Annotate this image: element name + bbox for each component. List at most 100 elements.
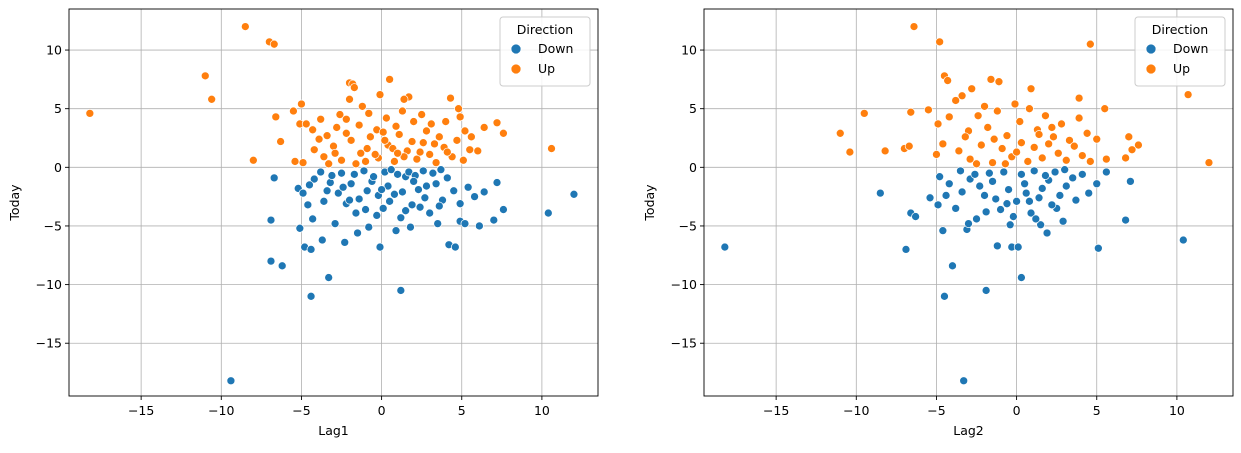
chart-1-point-down xyxy=(499,205,508,214)
chart-2-point-down xyxy=(1060,165,1070,175)
chart-1-point-up xyxy=(441,117,451,126)
chart-2-point-up xyxy=(967,84,977,94)
chart-1-point-up xyxy=(412,154,422,164)
chart-2-point-up xyxy=(859,109,869,118)
chart-1-y-tick-label: 10 xyxy=(46,43,62,58)
chart-2-point-down xyxy=(1178,235,1188,245)
chart-1-point-up xyxy=(207,94,217,104)
chart-2-point-down xyxy=(938,226,948,235)
chart-1-point-up xyxy=(454,104,463,114)
chart-1-point-down xyxy=(369,172,378,182)
chart-2-point-down xyxy=(981,207,991,217)
chart-2-point-up xyxy=(880,146,890,156)
chart-2-point-up xyxy=(835,128,845,138)
chart-2: −15 −10 −5 0 5 10 −15 −10 −5 0 5 10 Lag2 Today Directi… xyxy=(642,8,1234,438)
chart-2-point-down xyxy=(1002,199,1012,209)
chart-1-x-tick-label: 5 xyxy=(458,403,466,418)
chart-1-point-down xyxy=(325,178,335,187)
chart-1-legend-label-down: Down xyxy=(538,41,573,56)
chart-1-x-tick-label: 0 xyxy=(378,403,386,418)
chart-2-point-up xyxy=(944,112,954,122)
chart-2-x-axis-label: Lag2 xyxy=(953,423,984,438)
chart-2-point-up xyxy=(1065,136,1074,145)
chart-2-point-down xyxy=(1036,220,1045,230)
chart-2-point-down xyxy=(935,172,945,182)
chart-2-point-up xyxy=(1034,130,1044,139)
chart-2-point-up xyxy=(1041,111,1050,121)
chart-2-point-up xyxy=(933,119,943,129)
chart-1-point-down xyxy=(266,215,276,225)
chart-1-point-down xyxy=(359,166,369,176)
chart-1-point-down xyxy=(543,208,553,218)
chart-1-point-down xyxy=(433,219,443,228)
chart-1-point-down xyxy=(401,206,410,216)
chart-2-y-tick-label: −5 xyxy=(679,218,697,233)
chart-1-point-up xyxy=(452,136,462,145)
chart-1-point-up xyxy=(298,158,308,167)
chart-1-point-down xyxy=(463,182,473,192)
chart-1-point-up xyxy=(434,132,444,142)
chart-2-point-up xyxy=(1057,119,1066,129)
chart-1-point-down xyxy=(442,173,452,183)
chart-2-point-down xyxy=(980,191,989,200)
chart-2-point-up xyxy=(1001,159,1010,169)
chart-2-point-up xyxy=(1085,39,1095,49)
chart-1-point-up xyxy=(358,101,367,111)
chart-1-y-tick-label: −15 xyxy=(36,336,62,351)
chart-1-point-down xyxy=(450,242,460,252)
chart-1-x-axis-label: Lag1 xyxy=(318,423,349,438)
chart-2-point-down xyxy=(941,191,951,200)
chart-1-point-down xyxy=(338,182,348,192)
chart-2-point-down xyxy=(911,212,920,221)
chart-2-x-tick-label: 0 xyxy=(1013,403,1021,418)
chart-2-point-down xyxy=(1026,208,1036,218)
chart-1-point-up xyxy=(409,117,418,126)
chart-2-point-up xyxy=(1026,84,1036,94)
chart-2-point-up xyxy=(1015,117,1025,126)
chart-1-point-up xyxy=(337,155,346,165)
chart-2-point-down xyxy=(1077,170,1087,179)
chart-1-point-down xyxy=(319,196,329,206)
chart-2-point-down xyxy=(875,188,885,198)
chart-2-point-up xyxy=(960,132,970,142)
chart-2-point-down xyxy=(975,181,985,191)
chart-2-point-up xyxy=(1037,153,1047,163)
chart-2-point-down xyxy=(1093,243,1103,253)
chart-2-point-up xyxy=(1183,90,1193,99)
chart-2-point-down xyxy=(1050,167,1060,177)
chart-2-point-up xyxy=(1077,151,1087,160)
chart-2-point-down xyxy=(948,261,957,271)
chart-2-point-down xyxy=(1102,167,1111,177)
chart-1-point-up xyxy=(430,139,439,149)
chart-1-legend-box xyxy=(499,16,591,87)
chart-1-x-tick-label: −15 xyxy=(128,403,154,418)
chart-1-point-down xyxy=(390,189,399,199)
chart-1-point-down xyxy=(349,170,359,179)
chart-1-point-down xyxy=(569,189,579,199)
chart-1-y-tick-label: −5 xyxy=(44,218,62,233)
chart-2-point-down xyxy=(1071,195,1081,205)
chart-2-point-up xyxy=(906,107,916,117)
chart-1-point-down xyxy=(385,196,394,206)
chart-2-point-down xyxy=(1017,170,1026,179)
chart-2-point-down xyxy=(940,291,949,301)
chart-1-point-up xyxy=(407,137,417,146)
chart-1-point-up xyxy=(290,157,300,166)
chart-2-point-up xyxy=(986,75,996,84)
chart-2-point-up xyxy=(994,77,1004,87)
chart-1-point-down xyxy=(386,165,396,175)
chart-2-point-down xyxy=(925,193,935,203)
chart-2-point-down xyxy=(1025,196,1034,206)
chart-1-point-up xyxy=(390,157,399,166)
chart-2-point-up xyxy=(1092,134,1102,144)
chart-2-y-tick-label: −10 xyxy=(671,277,697,292)
chart-1-point-up xyxy=(378,127,388,137)
chart-1-point-down xyxy=(306,245,316,254)
chart-2-point-down xyxy=(1009,212,1018,221)
chart-1-point-up xyxy=(354,120,364,130)
chart-2-legend-title: Direction xyxy=(1152,22,1208,37)
chart-1-point-up xyxy=(361,157,370,166)
chart-1-point-up xyxy=(335,110,345,119)
chart-2-point-up xyxy=(1002,131,1012,140)
chart-2-point-up xyxy=(980,101,989,111)
